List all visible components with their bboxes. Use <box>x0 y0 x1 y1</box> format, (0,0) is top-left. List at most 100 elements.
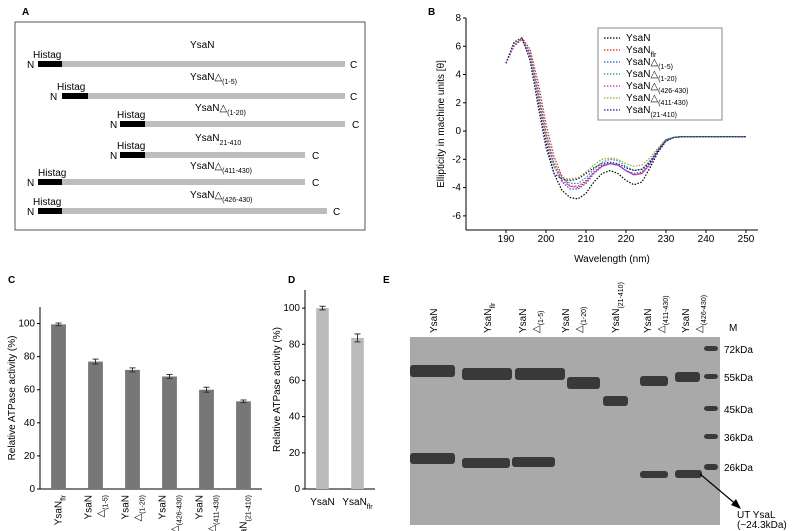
label-sub: (411-430) <box>658 100 688 107</box>
lane-label: YsaNflr <box>483 302 497 333</box>
c-terminus: C <box>352 120 359 131</box>
label-sub: (411-430) <box>663 295 670 325</box>
label-main: YsaN <box>158 495 169 519</box>
gel-band <box>640 376 668 386</box>
label-delta: △ <box>650 69 658 80</box>
label-delta: △ <box>207 525 218 531</box>
legend-box <box>597 27 723 121</box>
annotation: (~24.3kDa) <box>737 520 787 531</box>
legend-label: YsaN△(426-430) <box>626 81 689 95</box>
y-tick-label: 80 <box>289 339 301 350</box>
y-tick-label: 0 <box>294 484 300 495</box>
c-terminus: C <box>350 60 357 71</box>
label-main: YsaN <box>342 497 366 508</box>
c-terminus: C <box>312 151 319 162</box>
label-main: YsaN <box>54 501 65 525</box>
legend-label: YsaNflr <box>626 45 657 59</box>
label-main: YsaN <box>626 93 650 104</box>
error-bar <box>92 358 99 365</box>
x-tick-label: △(1-5) <box>96 495 110 517</box>
legend-label: YsaN△(411-430) <box>626 93 688 107</box>
bar <box>351 337 364 489</box>
label-delta: △ <box>650 93 658 104</box>
annotation-arrow <box>699 473 739 507</box>
label-sub: 21-410 <box>219 140 241 147</box>
y-tick-label: 60 <box>289 375 301 386</box>
label-main: YsaN <box>518 309 529 333</box>
gel-band <box>704 464 718 470</box>
histag-bar <box>38 179 62 185</box>
label-sub: (21-410) <box>618 282 625 308</box>
x-tick-label: YsaN(21-410) <box>239 495 253 531</box>
label-main: YsaN <box>190 161 214 172</box>
y-tick-label: 4 <box>455 70 461 81</box>
label-delta: △ <box>574 325 585 333</box>
construct-label: YsaN△(1-5) <box>190 72 237 86</box>
label-main: YsaN <box>626 81 650 92</box>
c-terminus: C <box>333 207 340 218</box>
x-tick-label: 220 <box>618 234 635 245</box>
label-delta: △ <box>650 81 658 92</box>
label-sub: flr <box>367 504 374 511</box>
label-main: YsaN <box>429 309 440 333</box>
label-sub: (426-430) <box>658 88 688 95</box>
label-main: YsaN <box>626 45 650 56</box>
x-tick-label: YsaNflr <box>342 497 373 511</box>
label-delta: △ <box>96 509 107 517</box>
x-tick-label: 230 <box>658 234 675 245</box>
x-tick-label: YsaN <box>121 495 132 519</box>
label-delta: △ <box>133 513 144 521</box>
bar <box>199 389 214 489</box>
marker-label: 26kDa <box>724 463 753 474</box>
gel-band <box>640 471 668 478</box>
histag-label: Histag <box>117 141 145 152</box>
label-sub: flr <box>490 302 497 309</box>
y-tick-label: 100 <box>18 319 35 330</box>
y-tick-label: 0 <box>29 484 35 495</box>
marker-label: 72kDa <box>724 345 753 356</box>
label-sub: (21-410) <box>245 495 252 521</box>
histag-bar <box>38 208 62 214</box>
gel-band <box>675 372 700 382</box>
label-sub: (1-5) <box>538 311 545 326</box>
label-main: YsaN <box>681 309 692 333</box>
lane-label: YsaN <box>643 309 654 333</box>
y-tick-label: 8 <box>455 13 461 24</box>
label-delta: △ <box>219 103 227 114</box>
construct-label: YsaN△(411-430) <box>190 161 252 175</box>
gel-band <box>512 457 555 467</box>
y-tick-label: 2 <box>455 98 461 109</box>
construct-label: YsaN△(426-430) <box>190 190 253 204</box>
label-sub: (1-20) <box>581 307 588 326</box>
label-main: YsaN <box>626 69 650 80</box>
error-bar <box>203 386 210 393</box>
diagram-frame <box>14 21 366 231</box>
lane-label: YsaN <box>429 309 440 333</box>
n-terminus: N <box>27 178 34 189</box>
panel-label: B <box>428 7 435 18</box>
y-tick-label: -6 <box>452 211 461 222</box>
arrow-head <box>731 499 741 509</box>
histag-bar <box>120 121 145 127</box>
label-sub: flr <box>650 52 657 59</box>
x-tick-label: △(426-430) <box>170 495 184 531</box>
n-terminus: N <box>27 207 34 218</box>
error-bar <box>240 399 247 404</box>
histag-bar <box>62 93 88 99</box>
label-delta: △ <box>694 325 705 333</box>
gel-band <box>410 453 455 464</box>
label-main: YsaN <box>195 495 206 519</box>
c-terminus: C <box>350 92 357 103</box>
label-delta: △ <box>214 190 222 201</box>
label-main: YsaN <box>84 495 95 519</box>
x-tick-label: YsaNflr <box>54 494 68 525</box>
error-bar <box>319 305 326 311</box>
y-tick-label: 60 <box>24 385 36 396</box>
gel-background <box>410 337 720 525</box>
x-tick-label: △(1-20) <box>133 495 147 521</box>
label-main: YsaN <box>561 309 572 333</box>
legend-label: YsaN△(1-5) <box>626 57 673 71</box>
lane-label: △(411-430) <box>656 295 670 333</box>
marker-lane-label: M <box>729 323 737 334</box>
y-tick-label: 20 <box>24 451 36 462</box>
